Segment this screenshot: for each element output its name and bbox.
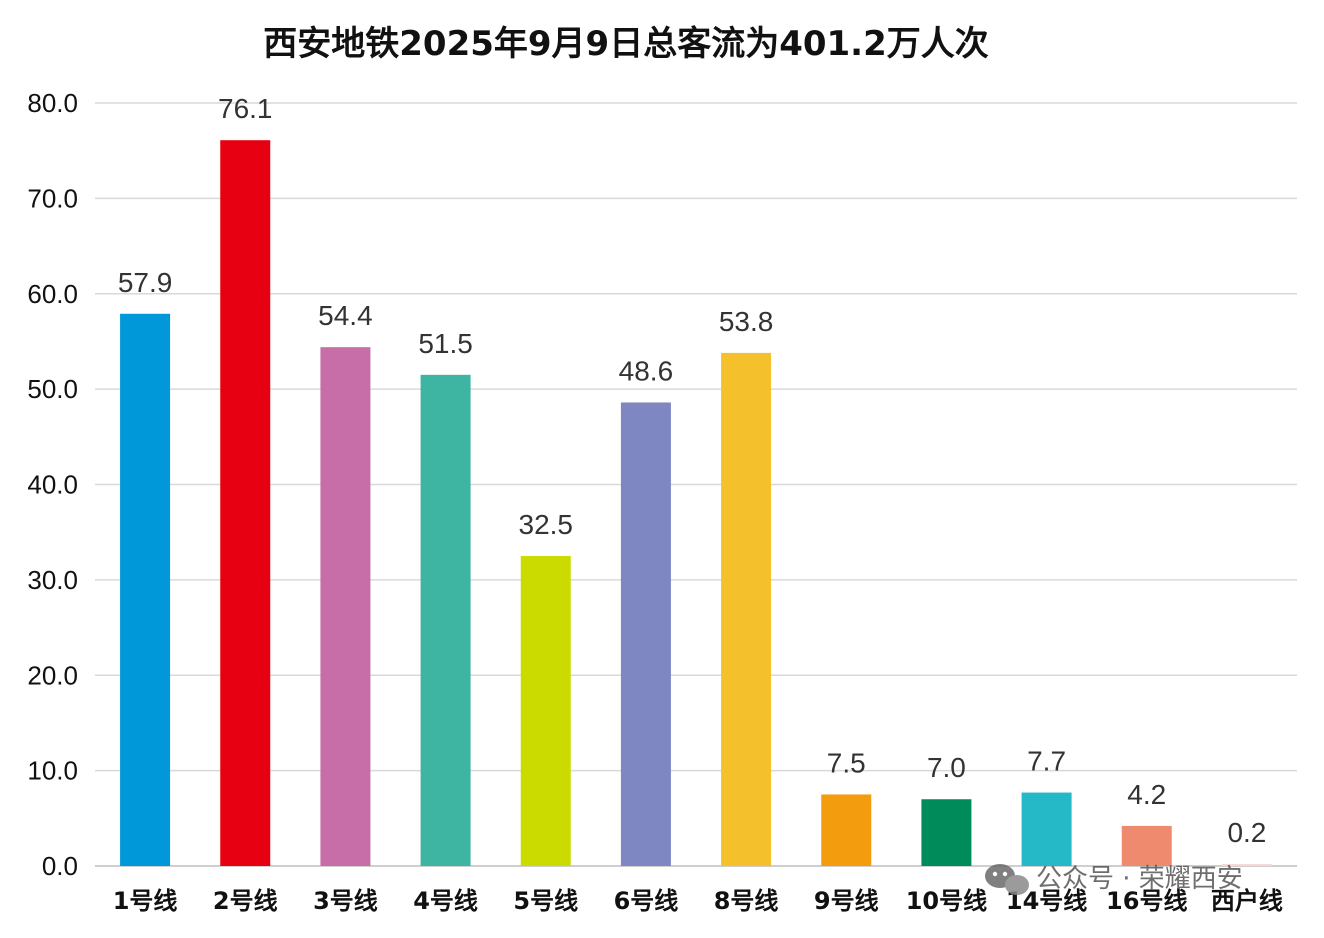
x-tick-label: 2号线 [213, 887, 278, 915]
bar [1121, 825, 1172, 866]
data-labels: 57.9 76.1 54.4 51.5 32.5 48.6 53.8 7.5 7.0 7.7 4.2… [118, 93, 1267, 848]
bar [520, 556, 571, 866]
data-label: 54.4 [318, 300, 373, 331]
y-tick-label: 60.0 [27, 279, 78, 309]
wechat-icon [985, 864, 1029, 895]
data-label: 7.7 [1027, 746, 1066, 777]
y-tick-label: 20.0 [27, 660, 78, 690]
y-tick-label: 0.0 [42, 851, 78, 881]
bar [420, 374, 471, 866]
bar [620, 402, 671, 866]
x-tick-label: 8号线 [714, 887, 779, 915]
data-label: 7.5 [827, 747, 866, 778]
x-tick-label: 4号线 [413, 887, 478, 915]
chart-title: 西安地铁2025年9月9日总客流为401.2万人次 [263, 24, 989, 64]
data-label: 53.8 [719, 306, 774, 337]
data-label: 0.2 [1227, 817, 1266, 848]
x-tick-label: 1号线 [113, 887, 178, 915]
x-tick-label: 9号线 [814, 887, 879, 915]
bars [120, 140, 1272, 867]
y-tick-label: 70.0 [27, 183, 78, 213]
data-label: 32.5 [519, 509, 574, 540]
bar [1221, 864, 1272, 866]
x-tick-label: 西户线 [1211, 887, 1283, 915]
data-label: 51.5 [418, 328, 473, 359]
bar [320, 347, 371, 866]
data-label: 4.2 [1127, 779, 1166, 810]
data-label: 7.0 [927, 752, 966, 783]
watermark-text: 公众号 · 荣耀西安 [1036, 864, 1243, 894]
x-tick-label: 5号线 [513, 887, 578, 915]
x-tick-label: 6号线 [614, 887, 679, 915]
y-tick-label: 40.0 [27, 470, 78, 500]
data-label: 57.9 [118, 267, 173, 298]
bar [821, 794, 872, 866]
gridlines [95, 102, 1297, 867]
data-label: 48.6 [619, 355, 674, 386]
data-label: 76.1 [218, 93, 273, 124]
x-tick-label: 16号线 [1106, 887, 1187, 915]
x-tick-label: 10号线 [906, 887, 987, 915]
y-tick-label: 50.0 [27, 374, 78, 404]
bar [1021, 792, 1072, 866]
y-tick-label: 10.0 [27, 756, 78, 786]
x-tick-label: 3号线 [313, 887, 378, 915]
y-axis-ticks: 0.0 10.0 20.0 30.0 40.0 50.0 60.0 70.0 80.0 [27, 88, 78, 881]
bar [721, 352, 772, 866]
bar [921, 799, 972, 866]
x-axis-ticks: 1号线 2号线 3号线 4号线 5号线 6号线 8号线 9号线 10号线 14号线 16号线 西户线 [113, 887, 1283, 915]
bar [220, 140, 271, 867]
y-tick-label: 30.0 [27, 565, 78, 595]
watermark: 公众号 · 荣耀西安 [985, 864, 1243, 895]
y-tick-label: 80.0 [27, 88, 78, 118]
bar [120, 313, 171, 866]
